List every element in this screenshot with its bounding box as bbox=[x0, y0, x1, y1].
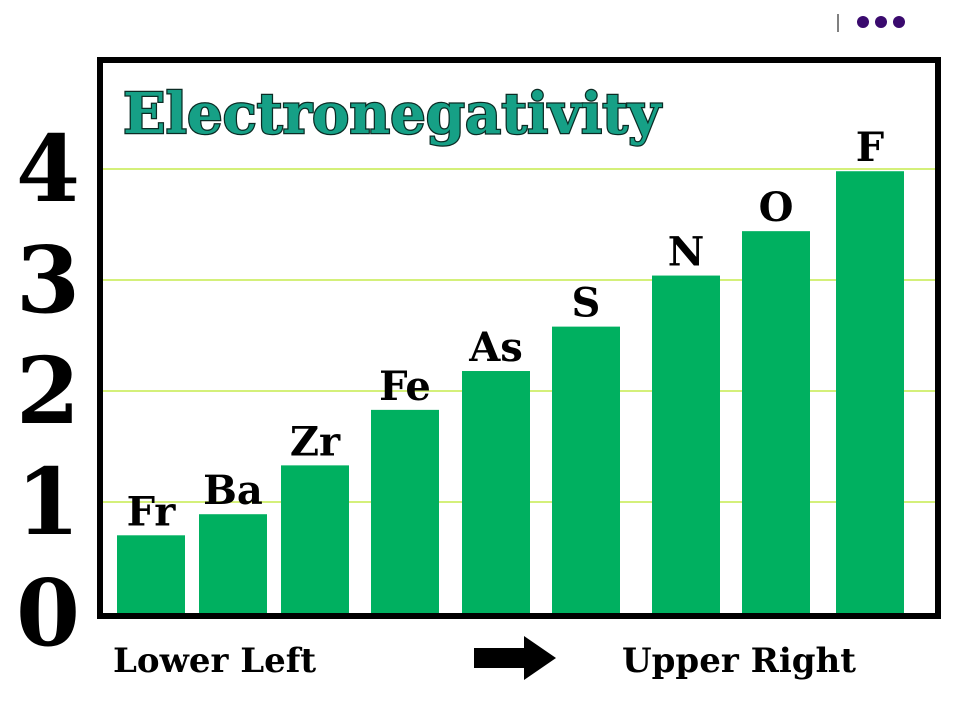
bar-fr bbox=[117, 535, 185, 613]
bar-zr bbox=[281, 465, 349, 613]
bar-label-n: N bbox=[668, 229, 705, 276]
bar-fe bbox=[371, 409, 439, 613]
bar-s bbox=[552, 326, 620, 613]
bar-label-f: F bbox=[856, 124, 884, 171]
y-tick-label-0: 0 bbox=[16, 559, 80, 667]
y-tick-label-4: 4 bbox=[16, 115, 80, 223]
bar-o bbox=[742, 231, 810, 613]
y-tick-label-2: 2 bbox=[16, 337, 80, 445]
bar-as bbox=[462, 371, 530, 613]
x-caption-right: Upper Right bbox=[622, 641, 856, 681]
chart-title: Electronegativity bbox=[123, 81, 662, 147]
y-tick-label-3: 3 bbox=[16, 226, 80, 334]
bar-label-fe: Fe bbox=[379, 363, 431, 410]
x-caption-left: Lower Left bbox=[113, 641, 316, 681]
bar-label-as: As bbox=[468, 324, 523, 371]
bar-label-ba: Ba bbox=[203, 467, 263, 514]
bar-f bbox=[836, 171, 904, 613]
bar-ba bbox=[199, 514, 267, 613]
bar-n bbox=[652, 275, 720, 613]
bar-labels: Fr Ba Zr Fe As S N O F bbox=[127, 124, 885, 535]
right-arrow-icon bbox=[474, 636, 556, 680]
bar-label-o: O bbox=[759, 184, 794, 231]
ellipsis-dots-icon bbox=[857, 16, 905, 28]
y-tick-label-1: 1 bbox=[16, 448, 80, 556]
bar-label-s: S bbox=[572, 280, 601, 327]
chart-frame bbox=[97, 57, 941, 619]
bar-label-fr: Fr bbox=[127, 488, 177, 535]
bar-label-zr: Zr bbox=[290, 418, 341, 465]
bars bbox=[117, 171, 904, 613]
